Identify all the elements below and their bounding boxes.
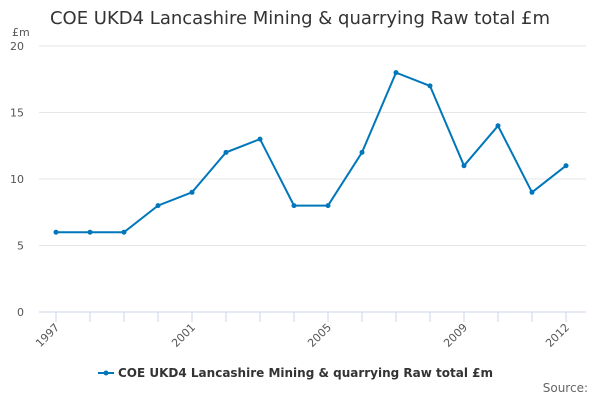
data-point [155, 203, 161, 209]
data-point [189, 189, 195, 195]
x-tick-label: 2001 [169, 321, 198, 350]
y-tick-label: 0 [17, 306, 24, 319]
legend-marker [103, 370, 109, 376]
data-point [461, 163, 467, 169]
series-line [56, 71, 567, 234]
chart-title: COE UKD4 Lancashire Mining & quarrying R… [49, 8, 551, 29]
x-tick-label: 2009 [441, 321, 470, 350]
data-point [53, 229, 59, 235]
data-point [427, 83, 433, 89]
legend-label: COE UKD4 Lancashire Mining & quarrying R… [118, 366, 493, 380]
data-point [223, 149, 229, 155]
y-tick-label: 10 [10, 173, 24, 186]
x-tick-label: 2012 [543, 321, 572, 350]
data-point [393, 70, 399, 76]
data-point [87, 229, 93, 235]
data-point [529, 189, 535, 195]
data-point [291, 203, 297, 209]
data-point [325, 203, 331, 209]
y-tick-label: 15 [10, 107, 24, 120]
data-point [121, 229, 127, 235]
x-tick-label: 1997 [33, 321, 62, 350]
y-tick-label: 5 [17, 240, 24, 253]
data-point [495, 123, 501, 129]
y-axis-label: £m [12, 26, 30, 39]
source-label: Source: [542, 381, 588, 395]
y-tick-label: 20 [10, 40, 24, 53]
data-point [563, 163, 569, 169]
data-point [257, 136, 263, 142]
x-tick-label: 2005 [305, 321, 334, 350]
data-point [359, 149, 365, 155]
